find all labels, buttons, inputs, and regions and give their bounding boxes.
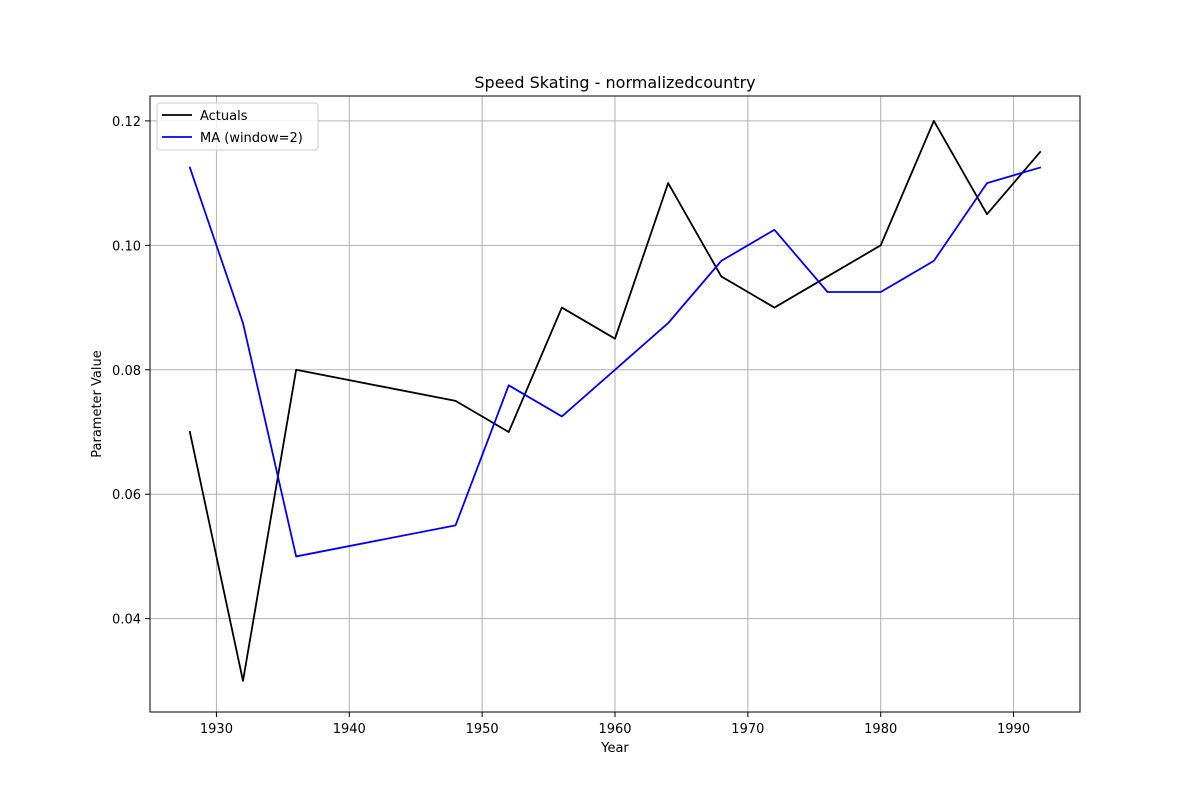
y-axis-label: Parameter Value [90,350,105,457]
x-tick-label: 1930 [200,722,233,737]
x-tick-label: 1960 [598,722,631,737]
y-tick-label: 0.12 [112,115,141,130]
y-tick-label: 0.06 [112,488,141,503]
ma-series-line [188,166,1042,558]
legend-box [156,102,319,151]
x-tick-label: 1950 [466,722,499,737]
x-axis-label: Year [600,741,629,756]
x-axis-ticks: 1930 1940 1950 1960 1970 1980 1990 [200,712,1030,737]
actuals-series-line [188,119,1042,682]
legend-label-ma: MA (window=2) [200,131,303,146]
x-tick-label: 1990 [997,722,1030,737]
x-tick-label: 1970 [731,722,764,737]
legend-label-actuals: Actuals [200,109,248,124]
x-tick-label: 1980 [864,722,897,737]
y-axis-ticks: 0.04 0.06 0.08 0.10 0.12 [112,115,150,628]
y-tick-label: 0.10 [112,239,141,254]
chart-title: Speed Skating - normalizedcountry [474,73,755,92]
y-tick-label: 0.08 [112,364,141,379]
legend: Actuals MA (window=2) [156,102,319,151]
y-tick-label: 0.04 [112,613,141,628]
grid-lines [150,96,1080,712]
x-tick-label: 1940 [333,722,366,737]
series-group [188,119,1042,682]
